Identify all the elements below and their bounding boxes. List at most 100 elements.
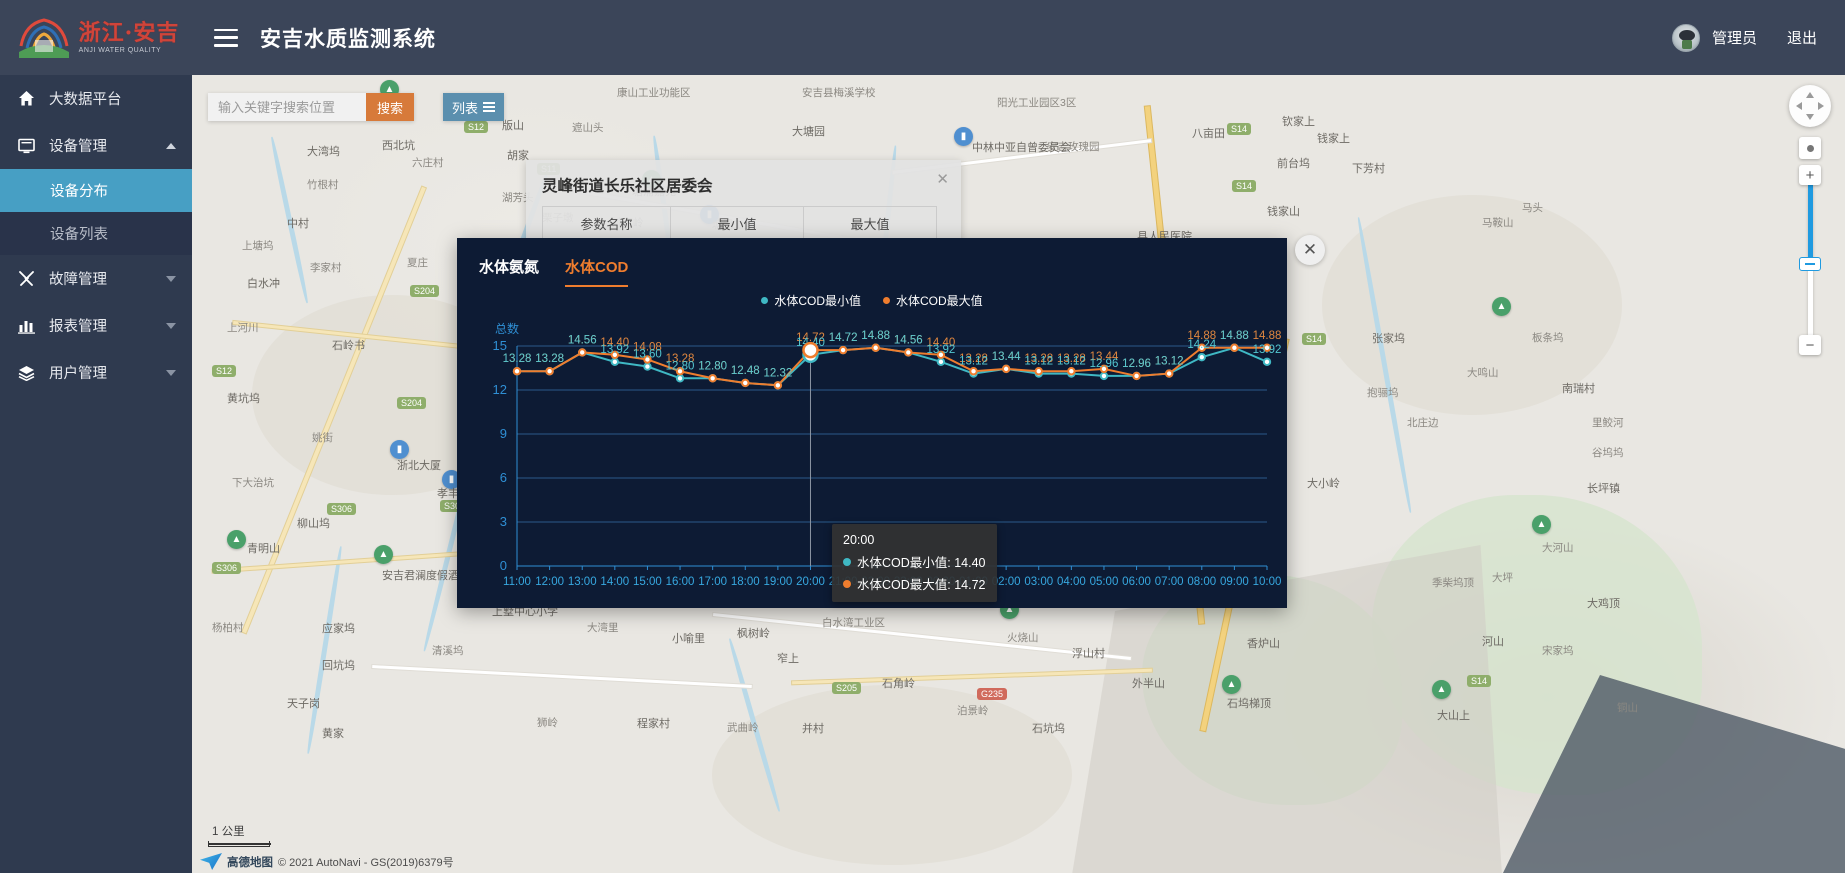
app-logo[interactable]: 浙江·安吉 ANJI WATER QUALITY (0, 0, 192, 75)
search-button[interactable]: 搜索 (366, 93, 414, 121)
station-name: 灵峰街道长乐社区居委会 (526, 160, 961, 206)
svg-text:15: 15 (493, 338, 507, 353)
tooltip-dot-min (843, 558, 851, 566)
map-place-label: 里鲛河 (1592, 415, 1624, 430)
map-road-badge: S204 (397, 397, 426, 409)
legend-label-min: 水体COD最小值 (774, 292, 861, 309)
app-header: 浙江·安吉 ANJI WATER QUALITY 安吉水质监测系统 管理员 退出 (0, 0, 1845, 75)
map-place-label: 安吉县梅溪学校 (802, 85, 876, 100)
sidebar-subitem-label: 设备列表 (50, 223, 108, 244)
svg-text:03:00: 03:00 (1024, 576, 1053, 588)
map-place-label: 钦家上 (1282, 113, 1315, 129)
svg-text:12.80: 12.80 (666, 360, 695, 372)
map-poi[interactable]: ▲ (1432, 680, 1451, 699)
tab-cod[interactable]: 水体COD (565, 256, 628, 287)
sidebar-item-big-data[interactable]: 大数据平台 (0, 75, 192, 122)
sidebar-item-user-management[interactable]: 用户管理 (0, 349, 192, 396)
map-place-label: 白水湾工业区 (822, 615, 885, 630)
map-road-badge: G235 (977, 688, 1007, 700)
map-poi[interactable]: ▮ (954, 127, 973, 146)
sidebar-submenu-device: 设备分布 设备列表 (0, 169, 192, 255)
map-place-label: 火烧山 (1007, 630, 1039, 645)
search-input[interactable] (208, 93, 366, 121)
zoom-out-button[interactable]: − (1799, 335, 1821, 355)
map-place-label: 马鞍山 (1482, 215, 1514, 230)
sidebar-item-label: 大数据平台 (49, 88, 122, 109)
sidebar-item-device-management[interactable]: 设备管理 (0, 122, 192, 169)
map-place-label: 中林中亚自曾委员会 (972, 139, 1071, 155)
svg-text:9: 9 (500, 426, 507, 441)
zoom-slider[interactable]: + − (1799, 165, 1821, 355)
map-place-label: 浮山村 (1072, 645, 1105, 661)
logout-button[interactable]: 退出 (1787, 27, 1817, 48)
map-place-label: 黄坑坞 (227, 390, 260, 406)
map-poi[interactable]: ▲ (1532, 515, 1551, 534)
home-icon (16, 89, 36, 109)
map-road-badge: S14 (1227, 123, 1251, 135)
close-icon[interactable]: ✕ (936, 172, 949, 187)
user-menu[interactable]: 管理员 (1672, 24, 1757, 52)
svg-text:14.88: 14.88 (1220, 330, 1249, 342)
map-poi[interactable]: ▲ (227, 530, 246, 549)
map-place-label: 外半山 (1132, 675, 1165, 691)
map-place-label: 阳光工业园区3区 (997, 95, 1076, 110)
map-road-badge: S306 (327, 503, 356, 515)
svg-text:3: 3 (500, 514, 507, 529)
sidebar-item-device-list[interactable]: 设备列表 (0, 212, 192, 255)
map-poi[interactable]: ▲ (374, 545, 393, 564)
map-place-label: 白水冲 (247, 275, 280, 291)
monitor-icon (16, 136, 36, 156)
map-place-label: 长坪镇 (1587, 480, 1620, 496)
map-place-label: 上河川 (227, 320, 259, 335)
hamburger-icon[interactable] (214, 29, 238, 47)
map-place-label: 黄家 (322, 725, 344, 741)
logo-title: 浙江·安吉 (79, 22, 180, 44)
svg-text:12.96: 12.96 (1090, 358, 1119, 370)
sidebar-item-report-management[interactable]: 报表管理 (0, 302, 192, 349)
map-place-label: 大河山 (1542, 540, 1574, 555)
map-poi[interactable]: ▲ (1222, 675, 1241, 694)
list-button[interactable]: 列表 (443, 93, 504, 121)
map-place-label: 大小岭 (1307, 475, 1340, 491)
map-place-label: 大鸡顶 (1587, 595, 1620, 611)
svg-text:12.48: 12.48 (731, 365, 760, 377)
svg-text:13.44: 13.44 (992, 351, 1021, 363)
chevron-down-icon (166, 370, 176, 376)
map-place-label: 清溪坞 (432, 643, 464, 658)
svg-text:13:00: 13:00 (568, 576, 597, 588)
svg-text:14.72: 14.72 (829, 332, 858, 344)
tab-ammonia-nitrogen[interactable]: 水体氨氮 (479, 256, 539, 287)
zoom-in-button[interactable]: + (1799, 165, 1821, 185)
svg-text:19:00: 19:00 (763, 576, 792, 588)
map-road-badge: S14 (1467, 675, 1491, 687)
chart-plot[interactable]: 总数 0 3 6 9 12 15 11:00 12:00 13:00 14:00 15:00 16:0… (457, 316, 1287, 608)
close-icon[interactable]: ✕ (1295, 235, 1325, 265)
map-poi[interactable]: ▲ (1492, 297, 1511, 316)
legend-item-max[interactable]: 水体COD最大值 (883, 292, 983, 309)
zoom-handle[interactable] (1799, 257, 1821, 271)
zoom-track[interactable] (1808, 185, 1813, 335)
sidebar-item-device-distribution[interactable]: 设备分布 (0, 169, 192, 212)
svg-text:05:00: 05:00 (1090, 576, 1119, 588)
legend-item-min[interactable]: 水体COD最小值 (761, 292, 861, 309)
map-search-bar: 搜索 (208, 93, 414, 121)
locate-icon[interactable] (1799, 137, 1821, 159)
svg-text:14.56: 14.56 (894, 334, 923, 346)
legend-dot-max (883, 297, 890, 304)
column-header: 最小值 (670, 207, 803, 240)
svg-text:6: 6 (500, 470, 507, 485)
map-place-label: 柳山坞 (297, 515, 330, 531)
svg-text:13.92: 13.92 (600, 344, 629, 356)
svg-text:12: 12 (493, 382, 507, 397)
sidebar-item-fault-management[interactable]: 故障管理 (0, 255, 192, 302)
map-place-label: 青明山 (247, 540, 280, 556)
logo-subtitle: ANJI WATER QUALITY (79, 47, 180, 54)
svg-text:0: 0 (500, 558, 507, 573)
svg-text:11:00: 11:00 (503, 576, 531, 588)
sidebar-item-label: 报表管理 (49, 315, 107, 336)
svg-text:13.12: 13.12 (1024, 356, 1053, 368)
layers-icon (16, 363, 36, 383)
pan-compass-icon[interactable] (1789, 85, 1831, 127)
header-actions: 管理员 退出 (1672, 24, 1845, 52)
svg-text:13.92: 13.92 (1253, 344, 1282, 356)
